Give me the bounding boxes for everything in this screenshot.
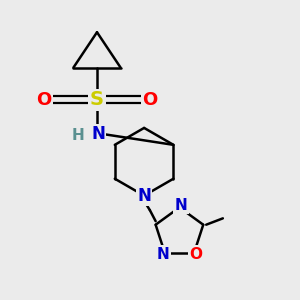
- Text: H: H: [71, 128, 84, 143]
- Text: N: N: [175, 198, 187, 213]
- Text: O: O: [36, 91, 52, 109]
- Text: N: N: [92, 125, 105, 143]
- Text: O: O: [189, 247, 202, 262]
- Text: N: N: [157, 247, 169, 262]
- Text: O: O: [142, 91, 158, 109]
- Text: N: N: [137, 187, 151, 205]
- Text: S: S: [90, 90, 104, 110]
